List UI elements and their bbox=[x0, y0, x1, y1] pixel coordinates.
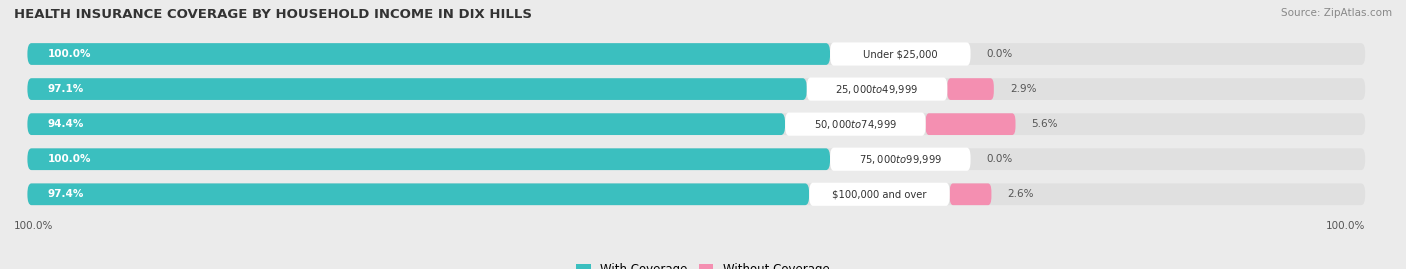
FancyBboxPatch shape bbox=[830, 43, 970, 66]
FancyBboxPatch shape bbox=[807, 77, 948, 101]
Text: $75,000 to $99,999: $75,000 to $99,999 bbox=[859, 153, 942, 166]
FancyBboxPatch shape bbox=[810, 183, 949, 206]
FancyBboxPatch shape bbox=[28, 113, 785, 135]
Text: 100.0%: 100.0% bbox=[48, 49, 91, 59]
FancyBboxPatch shape bbox=[28, 183, 1365, 205]
FancyBboxPatch shape bbox=[785, 113, 925, 136]
FancyBboxPatch shape bbox=[28, 78, 807, 100]
FancyBboxPatch shape bbox=[28, 113, 1365, 135]
FancyBboxPatch shape bbox=[28, 78, 1365, 100]
Text: 100.0%: 100.0% bbox=[48, 154, 91, 164]
Text: Source: ZipAtlas.com: Source: ZipAtlas.com bbox=[1281, 8, 1392, 18]
FancyBboxPatch shape bbox=[925, 113, 1015, 135]
Text: 100.0%: 100.0% bbox=[14, 221, 53, 231]
Text: 0.0%: 0.0% bbox=[987, 154, 1012, 164]
Text: HEALTH INSURANCE COVERAGE BY HOUSEHOLD INCOME IN DIX HILLS: HEALTH INSURANCE COVERAGE BY HOUSEHOLD I… bbox=[14, 8, 531, 21]
Text: 97.4%: 97.4% bbox=[48, 189, 84, 199]
Legend: With Coverage, Without Coverage: With Coverage, Without Coverage bbox=[572, 258, 834, 269]
Text: $50,000 to $74,999: $50,000 to $74,999 bbox=[814, 118, 897, 131]
FancyBboxPatch shape bbox=[28, 43, 830, 65]
Text: 2.9%: 2.9% bbox=[1010, 84, 1036, 94]
FancyBboxPatch shape bbox=[28, 148, 1365, 170]
Text: Under $25,000: Under $25,000 bbox=[863, 49, 938, 59]
FancyBboxPatch shape bbox=[949, 183, 991, 205]
FancyBboxPatch shape bbox=[28, 43, 1365, 65]
Text: $25,000 to $49,999: $25,000 to $49,999 bbox=[835, 83, 918, 95]
Text: 100.0%: 100.0% bbox=[1326, 221, 1365, 231]
FancyBboxPatch shape bbox=[830, 148, 970, 171]
FancyBboxPatch shape bbox=[948, 78, 994, 100]
Text: 97.1%: 97.1% bbox=[48, 84, 84, 94]
Text: 0.0%: 0.0% bbox=[987, 49, 1012, 59]
Text: 5.6%: 5.6% bbox=[1032, 119, 1059, 129]
Text: $100,000 and over: $100,000 and over bbox=[832, 189, 927, 199]
Text: 94.4%: 94.4% bbox=[48, 119, 84, 129]
FancyBboxPatch shape bbox=[28, 148, 830, 170]
FancyBboxPatch shape bbox=[28, 183, 810, 205]
Text: 2.6%: 2.6% bbox=[1008, 189, 1033, 199]
